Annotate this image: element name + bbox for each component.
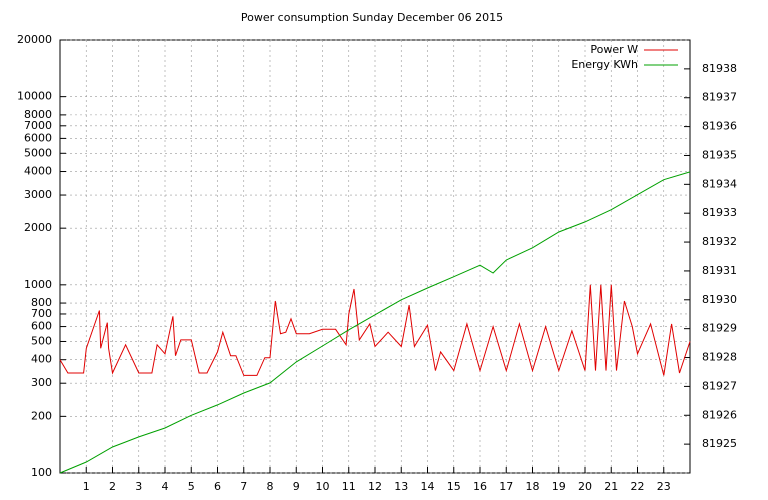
x-tick-label: 11: [342, 480, 356, 493]
y-tick-label: 600: [31, 320, 52, 333]
x-tick-label: 16: [473, 480, 487, 493]
x-tick-label: 5: [188, 480, 195, 493]
x-tick-label: 9: [293, 480, 300, 493]
x-tick-label: 19: [552, 480, 566, 493]
y2-tick-label: 81928: [702, 351, 737, 364]
y-tick-label: 400: [31, 353, 52, 366]
x-tick-label: 10: [316, 480, 330, 493]
y-tick-label: 500: [31, 334, 52, 347]
y-tick-label: 4000: [24, 165, 52, 178]
y2-tick-label: 81935: [702, 148, 737, 161]
y-tick-label: 200: [31, 409, 52, 422]
y-tick-label: 10000: [17, 90, 52, 103]
x-tick-label: 14: [421, 480, 435, 493]
x-tick-label: 21: [604, 480, 618, 493]
y2-tick-label: 81937: [702, 91, 737, 104]
x-tick-label: 20: [578, 480, 592, 493]
x-tick-label: 13: [394, 480, 408, 493]
x-tick-label: 18: [526, 480, 540, 493]
x-tick-label: 23: [657, 480, 671, 493]
y-tick-label: 6000: [24, 131, 52, 144]
y-tick-label: 800: [31, 296, 52, 309]
y2-tick-label: 81926: [702, 408, 737, 421]
y2-tick-label: 81931: [702, 264, 737, 277]
series-line: [59, 171, 691, 474]
legend-label: Energy KWh: [571, 58, 638, 71]
x-tick-label: 7: [240, 480, 247, 493]
y-tick-label: 20000: [17, 33, 52, 46]
y2-tick-label: 81930: [702, 293, 737, 306]
x-tick-label: 4: [162, 480, 169, 493]
y2-tick-label: 81927: [702, 379, 737, 392]
y-tick-label: 700: [31, 307, 52, 320]
y2-tick-label: 81933: [702, 206, 737, 219]
chart-title: Power consumption Sunday December 06 201…: [241, 11, 503, 24]
x-tick-label: 1: [83, 480, 90, 493]
y2-tick-label: 81929: [702, 322, 737, 335]
legend-label: Power W: [590, 43, 638, 56]
y2-tick-label: 81938: [702, 62, 737, 75]
y-tick-label: 300: [31, 376, 52, 389]
x-tick-label: 6: [214, 480, 221, 493]
y-tick-label: 8000: [24, 108, 52, 121]
x-tick-label: 22: [631, 480, 645, 493]
y-tick-label: 100: [31, 466, 52, 479]
y-tick-label: 1000: [24, 278, 52, 291]
x-tick-label: 2: [109, 480, 116, 493]
series-line: [59, 284, 691, 376]
x-tick-label: 15: [447, 480, 461, 493]
x-tick-label: 3: [135, 480, 142, 493]
y2-tick-label: 81934: [702, 177, 737, 190]
y-tick-label: 3000: [24, 188, 52, 201]
x-tick-label: 12: [368, 480, 382, 493]
y2-tick-label: 81936: [702, 120, 737, 133]
x-tick-label: 17: [499, 480, 513, 493]
y-tick-label: 2000: [24, 221, 52, 234]
y-tick-label: 5000: [24, 146, 52, 159]
y2-tick-label: 81932: [702, 235, 737, 248]
y2-tick-label: 81925: [702, 437, 737, 450]
x-tick-label: 8: [267, 480, 274, 493]
y-tick-label: 7000: [24, 119, 52, 132]
